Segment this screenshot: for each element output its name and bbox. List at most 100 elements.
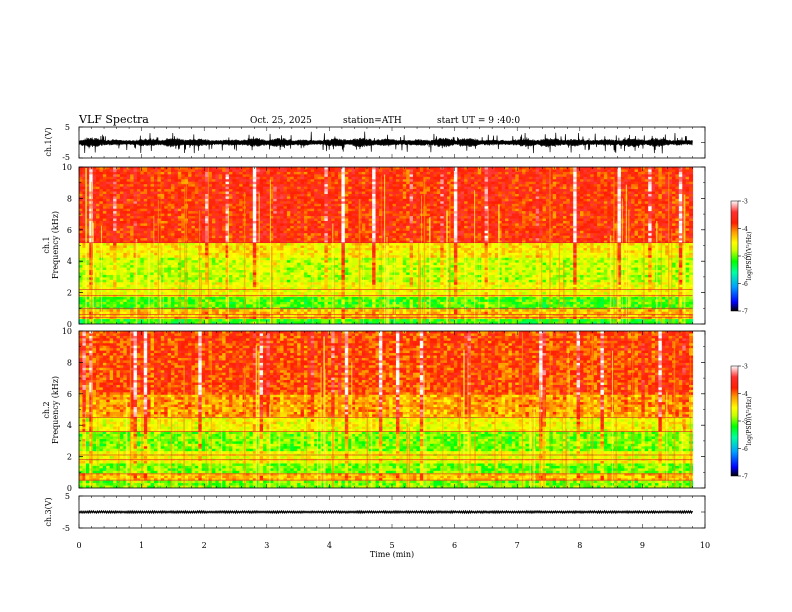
spectrogram-cell <box>99 191 104 195</box>
spectrogram-cell <box>545 174 550 178</box>
spectrogram-cell <box>263 203 268 207</box>
spectrogram-cell <box>474 208 479 212</box>
spectrogram-cell <box>614 198 619 202</box>
spectrogram-cell <box>344 203 349 207</box>
spectrogram-cell <box>515 213 520 217</box>
spectrogram-cell <box>654 191 659 195</box>
spectrogram-cell <box>133 201 138 205</box>
spectrogram-cell <box>641 189 646 193</box>
spectrogram-cell <box>259 191 264 195</box>
spectrogram-cell <box>310 206 315 210</box>
spectrogram-cell <box>208 198 213 202</box>
spectrogram-cell <box>399 174 404 178</box>
spectrogram-cell <box>658 186 663 190</box>
spectrogram-cell <box>106 216 111 220</box>
spectrogram-cell <box>293 220 298 225</box>
spectrogram-cell <box>99 203 104 207</box>
spectrogram-cell <box>365 213 370 217</box>
spectrogram-cell <box>641 176 646 180</box>
spectrogram-cell <box>498 193 503 198</box>
spectrogram-cell <box>293 213 298 217</box>
spectrogram-cell <box>464 179 469 183</box>
spectrogram-cell <box>375 230 380 234</box>
spectrogram-cell <box>651 181 656 185</box>
spectrogram-cell <box>501 201 506 205</box>
spectrogram-cell <box>440 201 445 205</box>
spectrogram-cell <box>341 169 346 173</box>
spectrogram-cell <box>617 208 622 212</box>
spectrogram-cell <box>498 196 503 200</box>
spectrogram-cell <box>208 223 213 227</box>
spectrogram-cell <box>263 220 268 225</box>
spectrogram-cell <box>556 176 561 180</box>
spectrogram-cell <box>392 167 397 171</box>
spectrogram-cell <box>194 174 199 178</box>
spectrogram-cell <box>491 181 496 185</box>
spectrogram-cell <box>675 171 680 175</box>
spectrogram-cell <box>658 181 663 185</box>
spectrogram-cell <box>402 225 407 229</box>
spectrogram-cell <box>627 208 632 212</box>
spectrogram-cell <box>549 189 554 193</box>
spectrogram-cell <box>672 201 677 205</box>
spectrogram-cell <box>447 206 452 210</box>
spectrogram-cell <box>160 169 165 173</box>
spectrogram-cell <box>252 198 257 202</box>
spectrogram-cell <box>409 206 414 210</box>
spectrogram-cell <box>181 220 186 225</box>
spectrogram-cell <box>85 208 90 212</box>
spectrogram-cell <box>324 174 329 178</box>
spectrogram-cell <box>573 213 578 217</box>
spectrogram-cell <box>331 220 336 225</box>
spectrogram-cell <box>273 193 278 198</box>
spectrogram-cell <box>150 198 155 202</box>
spectrogram-cell <box>542 206 547 210</box>
spectrogram-cell <box>590 203 595 207</box>
spectrogram-cell <box>614 181 619 185</box>
spectrogram-cell <box>286 184 291 188</box>
spectrogram-cell <box>160 176 165 180</box>
spectrogram-cell <box>385 225 390 229</box>
spectrogram-cell <box>658 213 663 217</box>
spectrogram-cell <box>443 220 448 225</box>
spectrogram-cell <box>79 213 84 217</box>
spectrogram-cell <box>413 218 418 222</box>
spectrogram-cell <box>358 213 363 217</box>
spectrogram-cell <box>474 196 479 200</box>
spectrogram-cell <box>293 208 298 212</box>
spectrogram-cell <box>177 184 182 188</box>
spectrogram-cell <box>426 189 431 193</box>
spectrogram-cell <box>194 230 199 234</box>
spectrogram-cell <box>389 193 394 198</box>
spectrogram-cell <box>150 189 155 193</box>
spectrogram-cell <box>539 189 544 193</box>
spectrogram-cell <box>218 218 223 222</box>
spectrogram-cell <box>290 198 295 202</box>
spectrogram-cell <box>689 186 694 190</box>
spectrogram-cell <box>167 216 172 220</box>
spectrogram-cell <box>290 181 295 185</box>
spectrogram-cell <box>290 189 295 193</box>
spectrogram-cell <box>153 179 158 183</box>
spectrogram-cell <box>338 225 343 229</box>
spectrogram-cell <box>634 223 639 227</box>
spectrogram-cell <box>164 228 169 232</box>
spectrogram-cell <box>181 228 186 232</box>
spectrogram-cell <box>631 211 636 215</box>
spectrogram-cell <box>430 201 435 205</box>
spectrogram-cell <box>583 196 588 200</box>
spectrogram-cell <box>96 184 101 188</box>
spectrogram-cell <box>160 223 165 227</box>
spectrogram-cell <box>167 179 172 183</box>
spectrogram-cell <box>457 171 462 175</box>
spectrogram-cell <box>511 230 516 234</box>
spectrogram-cell <box>624 176 629 180</box>
spectrogram-cell <box>150 225 155 229</box>
spectrogram-cell <box>522 176 527 180</box>
spectrogram-cell <box>395 225 400 229</box>
spectrogram-cell <box>685 203 690 207</box>
spectrogram-cell <box>627 174 632 178</box>
spectrogram-cell <box>505 225 510 229</box>
spectrogram-cell <box>549 169 554 173</box>
spectrogram-cell <box>399 191 404 195</box>
